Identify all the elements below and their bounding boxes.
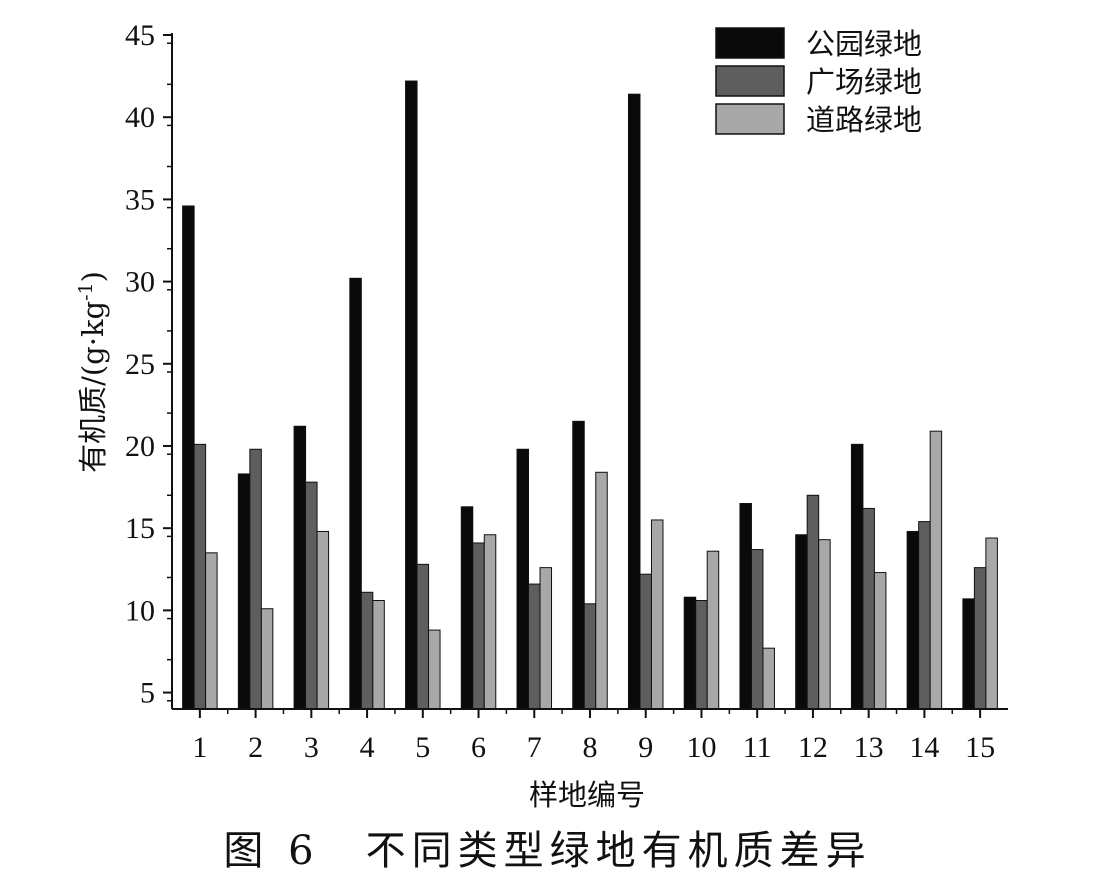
bar-3-12 <box>818 539 831 710</box>
bar-2-3 <box>305 481 318 710</box>
bar-3-5 <box>428 629 441 710</box>
bar-1-14 <box>906 530 920 710</box>
bar-3-13 <box>873 572 887 710</box>
bar-2-13 <box>862 507 875 710</box>
legend-label-3: 道路绿地 <box>806 103 922 137</box>
y-tick-label-20: 20 <box>125 430 155 463</box>
bar-3-8 <box>595 471 608 710</box>
y-axis-title: 有机质/(g·kg-1) <box>75 271 110 473</box>
bar-2-10 <box>695 600 708 710</box>
y-tick-label-40: 40 <box>125 101 155 134</box>
bar-2-8 <box>583 603 597 710</box>
x-tick-label-11: 11 <box>743 731 772 764</box>
x-tick-label-6: 6 <box>471 731 486 764</box>
x-tick-label-4: 4 <box>360 731 375 764</box>
y-axis-title-close: ) <box>76 271 110 282</box>
x-tick-label-10: 10 <box>686 731 716 764</box>
x-tick-label-14: 14 <box>909 731 939 764</box>
bar-2-4 <box>360 591 374 710</box>
bar-3-3 <box>316 530 330 710</box>
x-axis-title: 样地编号 <box>529 778 645 812</box>
bar-2-15 <box>973 567 987 710</box>
bar-2-11 <box>750 549 764 710</box>
bar-3-1 <box>205 552 218 710</box>
bar-3-10 <box>706 550 720 710</box>
x-tick-label-3: 3 <box>304 731 319 764</box>
y-tick-label-30: 30 <box>125 266 155 299</box>
bar-3-9 <box>650 519 664 710</box>
x-tick-label-13: 13 <box>854 731 884 764</box>
bar-3-14 <box>929 430 943 710</box>
bar-1-9 <box>627 93 641 710</box>
y-tick-label-45: 45 <box>125 19 155 52</box>
bar-2-9 <box>639 573 652 710</box>
y-tick-label-15: 15 <box>125 512 155 545</box>
bar-2-14 <box>918 521 931 710</box>
bar-3-7 <box>539 567 553 710</box>
bar-1-4 <box>349 277 362 710</box>
x-tick-label-15: 15 <box>965 731 995 764</box>
legend-label-2: 广场绿地 <box>806 65 922 99</box>
x-tick-label-9: 9 <box>638 731 653 764</box>
y-tick-label-25: 25 <box>125 348 155 381</box>
y-axis-title-exponent: -1 <box>75 282 97 301</box>
y-axis-title-main: 有机质/(g·kg <box>76 301 110 473</box>
bar-3-15 <box>985 537 998 710</box>
bar-3-2 <box>260 608 274 710</box>
y-tick-label-5: 5 <box>140 677 155 710</box>
bar-1-15 <box>962 598 975 710</box>
bar-1-1 <box>182 205 195 710</box>
figure-caption: 图 6 不同类型绿地有机质差异 <box>223 828 872 874</box>
bar-3-11 <box>762 647 775 710</box>
y-tick-label-35: 35 <box>125 183 155 216</box>
x-tick-label-5: 5 <box>415 731 430 764</box>
bar-1-10 <box>683 596 697 710</box>
bar-2-5 <box>416 563 430 710</box>
x-tick-label-8: 8 <box>583 731 598 764</box>
bar-3-6 <box>483 534 497 710</box>
bar-1-12 <box>795 534 808 710</box>
bar-1-13 <box>850 443 864 710</box>
bar-3-4 <box>372 600 385 710</box>
bar-1-2 <box>237 473 251 710</box>
bar-2-12 <box>806 494 820 710</box>
bar-1-5 <box>405 80 418 710</box>
legend-swatch-2 <box>715 65 785 97</box>
bar-1-7 <box>516 448 530 710</box>
bar-2-2 <box>249 448 262 710</box>
bar-2-6 <box>472 542 485 710</box>
bar-1-8 <box>572 420 585 710</box>
bar-2-1 <box>193 443 207 710</box>
legend-swatch-3 <box>715 103 785 135</box>
bar-1-11 <box>739 503 752 710</box>
bar-1-3 <box>293 425 307 710</box>
bar-2-7 <box>528 583 541 710</box>
x-tick-label-1: 1 <box>192 731 207 764</box>
x-tick-label-12: 12 <box>798 731 828 764</box>
x-tick-label-2: 2 <box>248 731 263 764</box>
y-tick-label-10: 10 <box>125 594 155 627</box>
legend-swatch-1 <box>715 27 785 59</box>
legend-label-1: 公园绿地 <box>806 27 922 61</box>
bars-group <box>182 80 998 710</box>
x-tick-label-7: 7 <box>527 731 542 764</box>
bar-1-6 <box>460 506 474 710</box>
